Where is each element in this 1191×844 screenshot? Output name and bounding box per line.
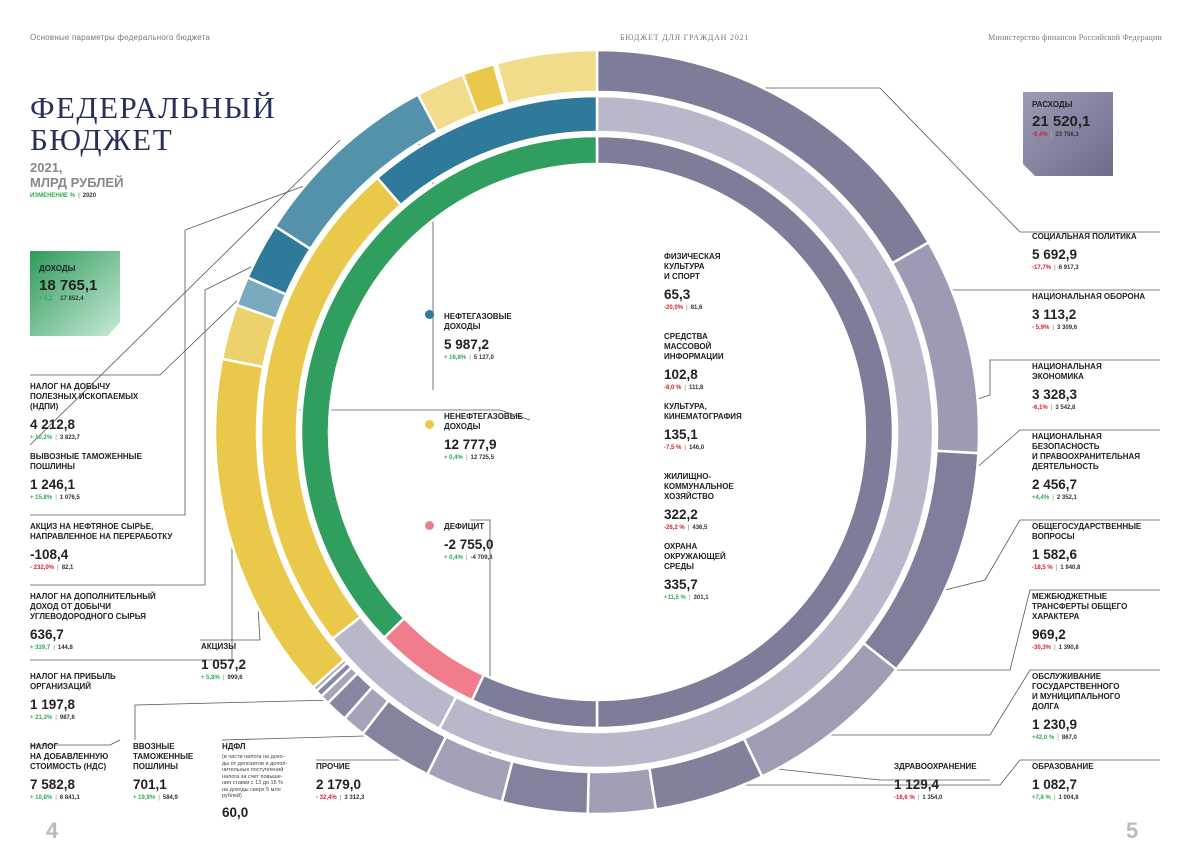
page-title: ФЕДЕРАЛЬНЫЙ БЮДЖЕТ bbox=[30, 92, 276, 156]
label-excises: АКЦИЗЫ 1 057,2 + 5,8% | 999,6 bbox=[201, 642, 247, 681]
label-vat: НАЛОГ НА ДОБАВЛЕННУЮ СТОИМОСТЬ (НДС) 7 582… bbox=[30, 742, 109, 801]
change-legend-year: 2020 bbox=[82, 193, 97, 199]
expense-prev: 23 756,3 bbox=[1055, 132, 1079, 138]
label-social-policy: СОЦИАЛЬНАЯ ПОЛИТИКА 5 692,9 -17,7% | 6 917… bbox=[1032, 232, 1137, 271]
income-change: + 5,1 bbox=[39, 296, 53, 302]
page-number-right: 5 bbox=[1126, 818, 1139, 843]
leader-line bbox=[700, 759, 1160, 786]
leader-line bbox=[134, 699, 336, 740]
income-box-bg bbox=[30, 251, 120, 336]
revenue-segment bbox=[495, 48, 599, 106]
expense-segment bbox=[586, 766, 658, 816]
label-healthcare: ЗДРАВООХРАНЕНИЕ 1 129,4 -16,6 % | 1 354,0 bbox=[894, 762, 977, 801]
label-mass-media: СРЕДСТВА МАССОВОЙ ИНФОРМАЦИИ 102,8 -8,0 % |… bbox=[664, 332, 724, 391]
label-export-duties: ВЫВОЗНЫЕ ТАМОЖЕННЫЕ ПОШЛИНЫ 1 246,1 + 15,… bbox=[30, 452, 142, 501]
expense-change: -9,4% bbox=[1032, 132, 1048, 138]
subtitle-year: 2021, bbox=[30, 160, 63, 175]
oilgas-inner-segment bbox=[375, 94, 599, 207]
leader-line bbox=[30, 739, 121, 746]
header-right: Министерство финансов Российской Федерац… bbox=[988, 33, 1162, 42]
label-culture: КУЛЬТУРА, КИНЕМАТОГРАФИЯ 135,1 -7,5 % | 146… bbox=[664, 402, 742, 451]
label-deficit: ДЕФИЦИТ -2 755,0 + 0,4% | -4 709,3 bbox=[444, 522, 494, 561]
label-ndpi: НАЛОГ НА ДОБЫЧУ ПОЛЕЗНЫХ ИСКОПАЕМЫХ (НДПИ)… bbox=[30, 382, 139, 441]
header-center: БЮДЖЕТ ДЛЯ ГРАЖДАН 2021 bbox=[620, 33, 750, 42]
header-left: Основные параметры федерального бюджета bbox=[30, 33, 211, 42]
nonoil-dot bbox=[425, 420, 434, 429]
expense-box: РАСХОДЫ 21 520,1 -9,4% | 23 756,3 bbox=[1032, 100, 1091, 138]
label-debt-service: ОБСЛУЖИВАНИЕ ГОСУДАРСТВЕННОГО И МУНИЦИПАЛЬ… bbox=[1032, 672, 1121, 741]
label-economy: НАЦИОНАЛЬНАЯ ЭКОНОМИКА 3 328,3 -6,1% | 3 54… bbox=[1032, 362, 1102, 411]
label-other: ПРОЧИЕ 2 179,0 - 32,4% | 3 312,3 bbox=[316, 762, 365, 801]
subtitle-unit: МЛРД РУБЛЕЙ bbox=[30, 175, 124, 190]
label-environment: ОХРАНА ОКРУЖАЮЩЕЙ СРЕДЫ 335,7 +11,5 % | 301,… bbox=[664, 542, 726, 601]
leader-line bbox=[800, 669, 1160, 736]
change-legend: ИЗМЕНЕНИЕ % | 2020 bbox=[30, 193, 97, 199]
label-defense: НАЦИОНАЛЬНАЯ ОБОРОНА 3 113,2 - 5,9% | 3 30… bbox=[1032, 292, 1146, 331]
label-education: ОБРАЗОВАНИЕ 1 082,7 +7,8 % | 1 004,8 bbox=[1032, 762, 1094, 801]
leader-line bbox=[285, 409, 531, 421]
label-oil-excise: АКЦИЗ НА НЕФТЯНОЕ СЫРЬЕ, НАПРАВЛЕННОЕ НА … bbox=[30, 522, 173, 571]
label-import-duties: ВВОЗНЫЕ ТАМОЖЕННЫЕ ПОШЛИНЫ 701,1 + 19,9% | 5… bbox=[133, 742, 194, 801]
label-ndfl: НДФЛ (в части налога на дохо-ды от депоз… bbox=[222, 742, 288, 820]
label-oilgas: НЕФТЕГАЗОВЫЕ ДОХОДЫ 5 987,2 + 16,8% | 5 12… bbox=[444, 312, 512, 361]
subtitle: 2021, МЛРД РУБЛЕЙ bbox=[30, 160, 123, 190]
expense-segment bbox=[500, 759, 590, 816]
expense-label: РАСХОДЫ bbox=[1032, 100, 1073, 109]
label-general-issues: ОБЩЕГОСУДАРСТВЕННЫЕ ВОПРОСЫ 1 582,6 -18,5… bbox=[1032, 522, 1142, 571]
leader-line bbox=[739, 764, 990, 781]
page-number-left: 4 bbox=[46, 818, 59, 843]
leader-line bbox=[700, 87, 1160, 233]
title-line1: ФЕДЕРАЛЬНЫЙ bbox=[30, 90, 277, 125]
leader-line bbox=[870, 589, 1160, 671]
income-box: ДОХОДЫ 18 765,1 + 5,1 | 17 852,4 bbox=[39, 264, 98, 302]
label-transfers: МЕЖБЮДЖЕТНЫЕ ТРАНСФЕРТЫ ОБЩЕГО ХАРАКТЕРА 9… bbox=[1032, 592, 1128, 651]
income-label: ДОХОДЫ bbox=[39, 264, 76, 273]
title-line2: БЮДЖЕТ bbox=[30, 122, 174, 157]
income-core-segment bbox=[299, 134, 599, 640]
label-ndd: НАЛОГ НА ДОПОЛНИТЕЛЬНЫЙ ДОХОД ОТ ДОБЫЧИ УГ… bbox=[30, 592, 156, 651]
income-prev: 17 852,4 bbox=[60, 296, 84, 302]
change-legend-label: ИЗМЕНЕНИЕ % bbox=[30, 193, 76, 199]
leader-line bbox=[30, 244, 296, 586]
leader-line bbox=[30, 179, 321, 516]
expense-value: 21 520,1 bbox=[1032, 113, 1091, 130]
deficit-dot bbox=[425, 521, 434, 530]
label-housing: ЖИЛИЩНО- КОММУНАЛЬНОЕ ХОЗЯЙСТВО 322,2 -26,… bbox=[664, 472, 734, 531]
label-security: НАЦИОНАЛЬНАЯ БЕЗОПАСНОСТЬ И ПРАВООХРАНИТЕЛ… bbox=[1032, 432, 1141, 501]
expense-box-bg bbox=[1023, 92, 1113, 176]
label-nonoil: НЕНЕФТЕГАЗОВЫЕ ДОХОДЫ 12 777,9 + 0,4% | 12… bbox=[444, 412, 523, 461]
income-value: 18 765,1 bbox=[39, 277, 98, 294]
oilgas-dot bbox=[425, 310, 434, 319]
label-profit-tax: НАЛОГ НА ПРИБЫЛЬ ОРГАНИЗАЦИЙ 1 197,8 + 21… bbox=[30, 672, 116, 721]
label-sport: ФИЗИЧЕСКАЯ КУЛЬТУРА И СПОРТ 65,3 -20,0% | 81… bbox=[664, 252, 721, 311]
